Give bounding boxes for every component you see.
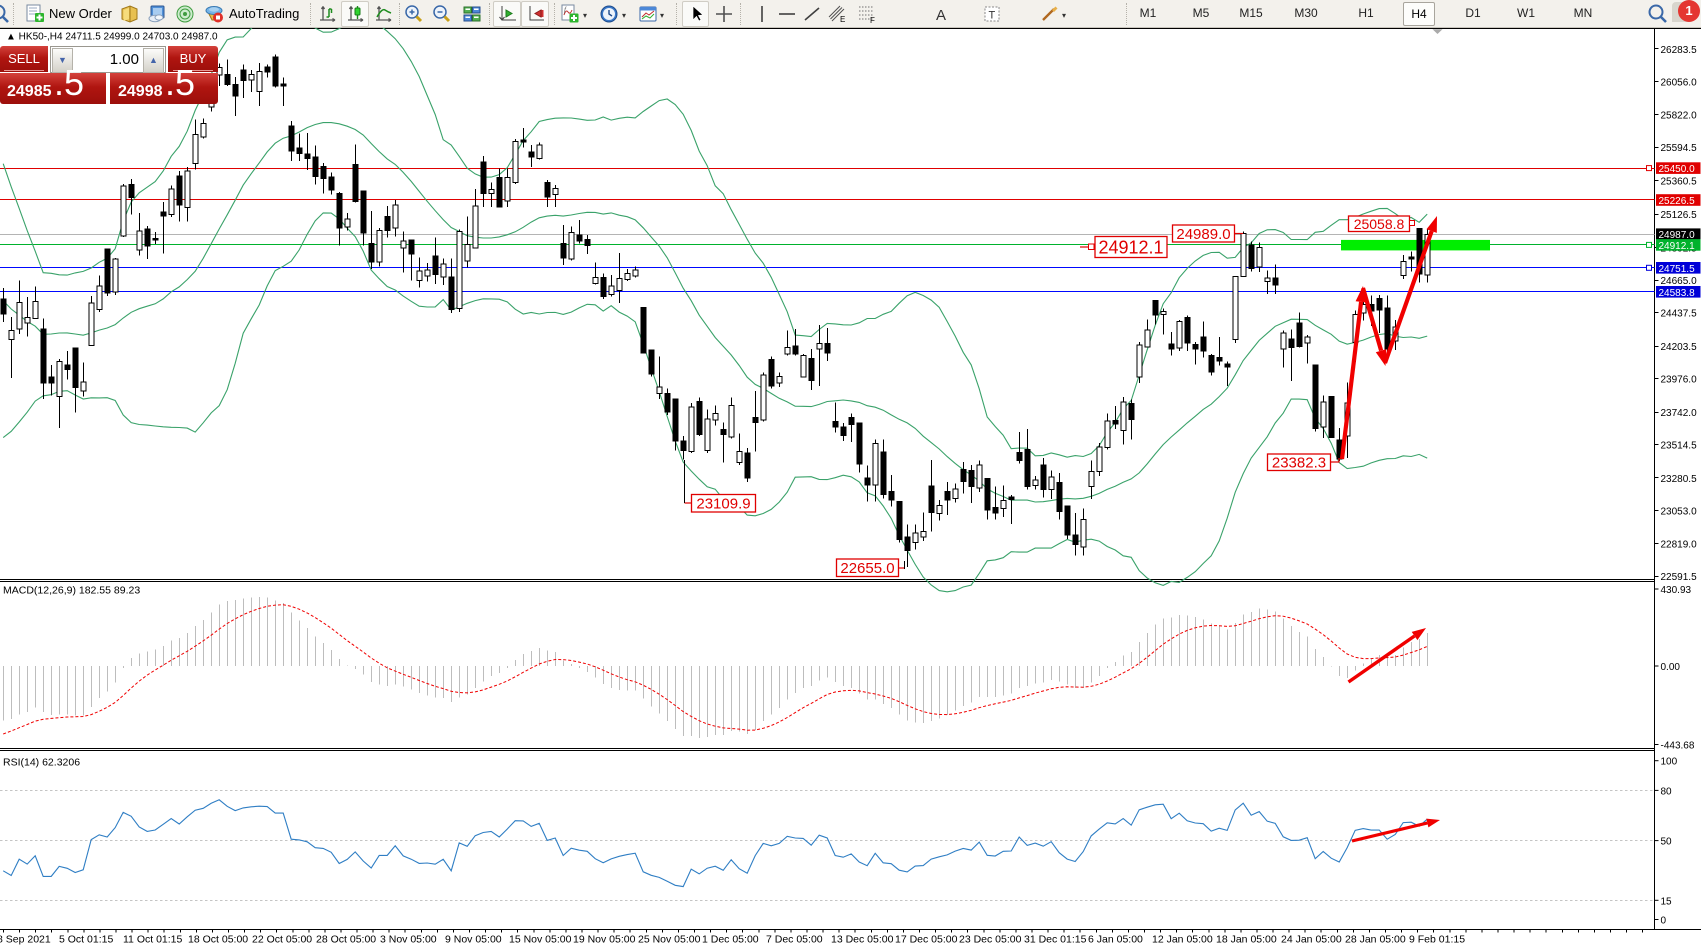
svg-text:15 Nov 05:00: 15 Nov 05:00 xyxy=(509,934,572,946)
svg-text:28 Jan 05:00: 28 Jan 05:00 xyxy=(1345,934,1406,946)
svg-text:25 Nov 05:00: 25 Nov 05:00 xyxy=(638,934,701,946)
svg-text:25226.5: 25226.5 xyxy=(1659,196,1696,207)
svg-text:F: F xyxy=(870,16,875,24)
svg-text:-443.68: -443.68 xyxy=(1661,741,1695,752)
svg-text:13 Dec 05:00: 13 Dec 05:00 xyxy=(831,934,894,946)
svg-text:8 Sep 2021: 8 Sep 2021 xyxy=(0,934,51,946)
svg-text:24203.5: 24203.5 xyxy=(1661,342,1698,353)
svg-text:22655.0: 22655.0 xyxy=(840,560,894,577)
svg-text:24665.0: 24665.0 xyxy=(1661,276,1698,287)
svg-text:1 Dec 05:00: 1 Dec 05:00 xyxy=(702,934,759,946)
svg-text:23514.5: 23514.5 xyxy=(1661,440,1698,451)
svg-text:3 Nov 05:00: 3 Nov 05:00 xyxy=(380,934,437,946)
svg-text:12 Jan 05:00: 12 Jan 05:00 xyxy=(1152,934,1213,946)
svg-text:24912.1: 24912.1 xyxy=(1098,238,1163,258)
svg-text:31 Dec 01:15: 31 Dec 01:15 xyxy=(1024,934,1087,946)
svg-text:A: A xyxy=(936,7,946,24)
svg-text:25126.5: 25126.5 xyxy=(1661,210,1698,221)
svg-text:E: E xyxy=(840,15,845,24)
svg-text:18 Jan 05:00: 18 Jan 05:00 xyxy=(1216,934,1277,946)
svg-text:11 Oct 01:15: 11 Oct 01:15 xyxy=(123,934,183,946)
svg-text:17 Dec 05:00: 17 Dec 05:00 xyxy=(895,934,958,946)
svg-text:RSI(14) 62.3206: RSI(14) 62.3206 xyxy=(3,757,80,769)
svg-text:24437.5: 24437.5 xyxy=(1661,309,1698,320)
svg-text:6 Jan 05:00: 6 Jan 05:00 xyxy=(1088,934,1143,946)
svg-text:23976.0: 23976.0 xyxy=(1661,374,1698,385)
svg-text:7 Dec 05:00: 7 Dec 05:00 xyxy=(766,934,823,946)
svg-text:24 Jan 05:00: 24 Jan 05:00 xyxy=(1281,934,1342,946)
svg-text:24583.8: 24583.8 xyxy=(1659,288,1696,299)
svg-text:18 Oct 05:00: 18 Oct 05:00 xyxy=(188,934,248,946)
svg-text:MACD(12,26,9) 182.55 89.23: MACD(12,26,9) 182.55 89.23 xyxy=(3,585,140,597)
svg-text:22 Oct 05:00: 22 Oct 05:00 xyxy=(252,934,312,946)
svg-text:19 Nov 05:00: 19 Nov 05:00 xyxy=(573,934,636,946)
svg-text:15: 15 xyxy=(1661,896,1673,907)
svg-text:24912.1: 24912.1 xyxy=(1659,241,1696,252)
svg-text:25450.0: 25450.0 xyxy=(1659,164,1696,175)
svg-text:25594.5: 25594.5 xyxy=(1661,143,1698,154)
svg-text:26056.0: 26056.0 xyxy=(1661,77,1698,88)
svg-text:80: 80 xyxy=(1661,786,1673,797)
svg-text:f: f xyxy=(564,6,567,14)
svg-text:25822.0: 25822.0 xyxy=(1661,111,1698,122)
svg-text:25360.5: 25360.5 xyxy=(1661,177,1698,188)
svg-text:▲ HK50-,H4 24711.5 24999.0 247: ▲ HK50-,H4 24711.5 24999.0 24703.0 24987… xyxy=(6,32,218,43)
svg-text:28 Oct 05:00: 28 Oct 05:00 xyxy=(316,934,376,946)
svg-text:5 Oct 01:15: 5 Oct 01:15 xyxy=(59,934,113,946)
svg-text:22819.0: 22819.0 xyxy=(1661,540,1698,551)
svg-text:23 Dec 05:00: 23 Dec 05:00 xyxy=(959,934,1022,946)
svg-text:0.00: 0.00 xyxy=(1661,662,1681,673)
svg-text:22591.5: 22591.5 xyxy=(1661,572,1698,583)
svg-text:23053.0: 23053.0 xyxy=(1661,506,1698,517)
svg-text:T: T xyxy=(989,10,996,22)
svg-text:9 Feb 01:15: 9 Feb 01:15 xyxy=(1409,934,1465,946)
svg-text:25058.8: 25058.8 xyxy=(1354,216,1405,232)
svg-text:50: 50 xyxy=(1661,837,1673,848)
svg-text:24751.5: 24751.5 xyxy=(1659,264,1696,275)
svg-text:0: 0 xyxy=(1661,916,1667,927)
svg-text:430.93: 430.93 xyxy=(1661,585,1692,596)
svg-text:23742.0: 23742.0 xyxy=(1661,408,1698,419)
svg-text:9 Nov 05:00: 9 Nov 05:00 xyxy=(445,934,502,946)
svg-text:24987.0: 24987.0 xyxy=(1659,230,1696,241)
svg-text:23109.9: 23109.9 xyxy=(696,496,750,513)
svg-text:100: 100 xyxy=(1661,757,1678,768)
svg-text:26283.5: 26283.5 xyxy=(1661,45,1698,56)
svg-text:23280.5: 23280.5 xyxy=(1661,474,1698,485)
svg-text:23382.3: 23382.3 xyxy=(1272,455,1326,472)
svg-text:24989.0: 24989.0 xyxy=(1176,226,1230,243)
